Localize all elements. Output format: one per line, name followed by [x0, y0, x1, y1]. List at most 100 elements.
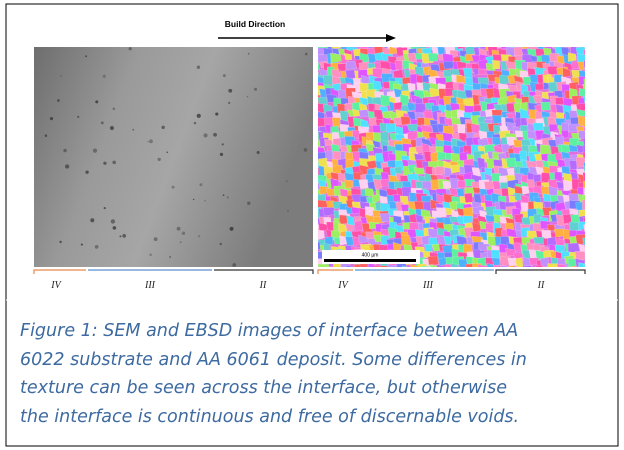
- sem-spot: [204, 200, 205, 201]
- grain: [541, 102, 551, 110]
- grain: [571, 266, 581, 277]
- sem-spot: [228, 102, 230, 104]
- sem-spot: [194, 122, 197, 125]
- grain: [591, 263, 601, 273]
- sem-spot: [158, 158, 161, 161]
- grain: [584, 67, 595, 76]
- region-label: II: [259, 280, 267, 291]
- grain: [584, 263, 595, 271]
- sem-spot: [112, 161, 116, 165]
- sem-spot: [197, 114, 201, 118]
- sem-spot: [199, 183, 202, 186]
- sem-spot: [223, 74, 226, 77]
- sem-spot: [63, 149, 67, 153]
- grain: [582, 200, 594, 210]
- sem-spot: [204, 133, 208, 137]
- grain: [592, 150, 602, 158]
- grain: [330, 53, 341, 63]
- sem-spot: [304, 148, 308, 152]
- grain: [402, 266, 410, 277]
- sem-spot: [113, 226, 117, 230]
- grain: [585, 245, 594, 255]
- grain: [380, 213, 391, 222]
- sem-spot: [257, 151, 260, 154]
- sem-image: [34, 47, 313, 267]
- caption-line: 6022 substrate and AA 6061 deposit. Some…: [20, 350, 527, 370]
- grain: [589, 257, 597, 266]
- grain: [410, 264, 418, 273]
- grain: [590, 138, 600, 147]
- grain: [509, 265, 516, 276]
- grain: [422, 266, 435, 276]
- grain: [422, 181, 432, 189]
- sem-spot: [119, 235, 121, 237]
- grain: [589, 131, 596, 143]
- grain: [478, 273, 489, 284]
- grain: [591, 272, 603, 280]
- sem-spot: [228, 89, 232, 93]
- grain: [540, 258, 548, 269]
- grain: [346, 61, 356, 69]
- grain: [404, 272, 416, 282]
- grain: [549, 82, 557, 92]
- grain: [494, 40, 504, 47]
- page: Build Direction 400 µm IV III II IV III …: [0, 0, 624, 450]
- region-label: IV: [50, 280, 62, 291]
- grain: [499, 75, 508, 85]
- grain: [548, 264, 559, 274]
- bracket: [496, 270, 585, 274]
- grain: [473, 249, 481, 258]
- sem-spot: [81, 244, 83, 246]
- sem-spot: [286, 180, 287, 181]
- sem-spot: [166, 151, 168, 153]
- sem-spot: [215, 112, 218, 115]
- sem-spot: [172, 186, 175, 189]
- sem-spot: [232, 263, 236, 267]
- sem-spot: [161, 126, 164, 129]
- caption-line: texture can be seen across the interface…: [20, 378, 507, 398]
- brackets: [34, 270, 585, 274]
- grain: [592, 188, 600, 200]
- grain: [585, 208, 595, 217]
- grain: [590, 111, 598, 121]
- caption-line: Figure 1: SEM and EBSD images of interfa…: [20, 321, 518, 341]
- sem-spot: [129, 47, 132, 50]
- sem-spot: [247, 202, 250, 205]
- grain: [387, 273, 398, 281]
- grain: [347, 40, 358, 51]
- grain: [590, 118, 600, 127]
- grain: [582, 40, 593, 49]
- grain: [585, 231, 595, 239]
- sem-spot: [95, 245, 99, 249]
- grain: [586, 129, 597, 139]
- grain: [591, 74, 598, 84]
- grain: [367, 271, 377, 277]
- sem-spot: [85, 170, 88, 173]
- sem-spot: [59, 241, 61, 243]
- sem-spot: [111, 219, 115, 223]
- sem-spot: [220, 243, 222, 245]
- grain: [352, 271, 363, 281]
- sem-spot: [193, 199, 194, 200]
- grain: [339, 215, 347, 224]
- grain: [437, 152, 446, 161]
- sem-spot: [227, 196, 229, 198]
- grain: [591, 196, 601, 205]
- sem-spot: [149, 253, 152, 256]
- grain: [578, 62, 589, 70]
- grain: [464, 193, 473, 203]
- grain: [563, 271, 571, 281]
- grain: [586, 113, 597, 121]
- grain: [500, 256, 508, 265]
- sem-spot: [110, 126, 114, 130]
- grain: [590, 168, 600, 177]
- grain: [513, 266, 524, 276]
- grain: [585, 251, 597, 261]
- grain: [333, 263, 341, 275]
- grain: [319, 274, 329, 284]
- grain: [582, 271, 593, 282]
- bracket: [34, 270, 86, 274]
- grain: [592, 202, 600, 210]
- sem-spot: [305, 53, 308, 56]
- grain: [591, 102, 599, 110]
